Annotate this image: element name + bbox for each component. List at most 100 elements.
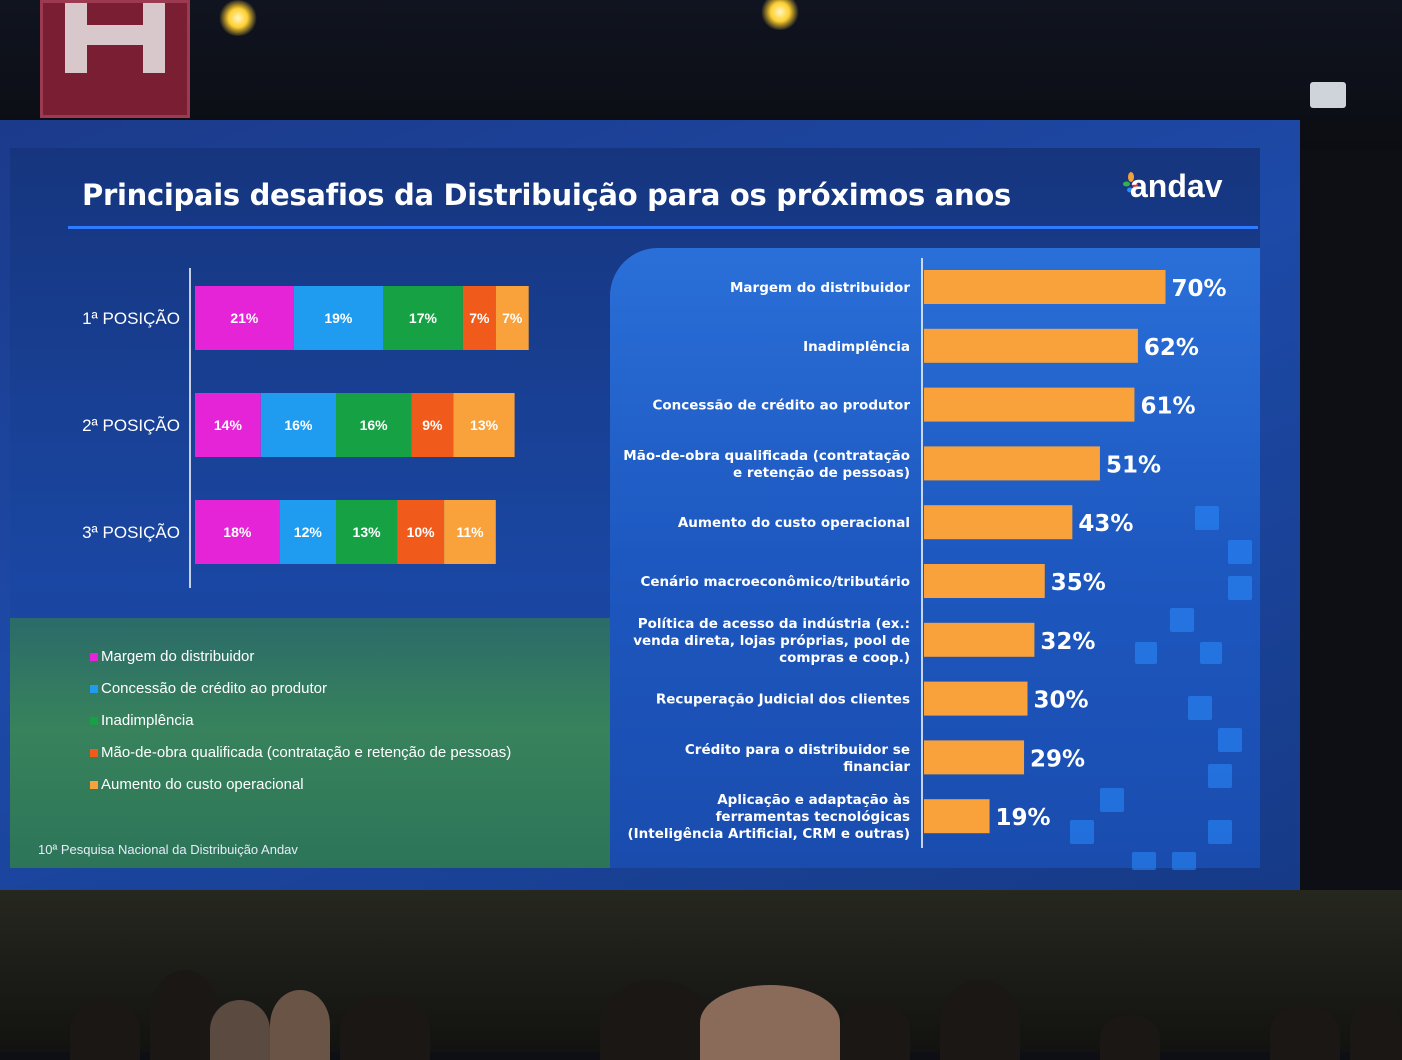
- segment-data-label: 17%: [409, 310, 438, 326]
- andav-leaf-icon: [1123, 172, 1138, 193]
- ranking-bar: [924, 387, 1135, 422]
- audience-head: [940, 980, 1020, 1060]
- segment-data-label: 12%: [294, 524, 323, 540]
- legend-label: Inadimplência: [101, 712, 194, 729]
- stacked-bar-segment: [453, 393, 515, 457]
- ranking-category-label: Aplicação e adaptação às ferramentas tecn…: [627, 792, 910, 842]
- ranking-value-label: 32%: [1040, 629, 1095, 655]
- ranking-category-label: Aumento do custo operacional: [678, 515, 910, 531]
- stacked-bar-segment: [462, 286, 496, 350]
- segment-data-label: 16%: [360, 417, 389, 433]
- projection-screen: Principais desafios da Distribuição para…: [0, 120, 1300, 890]
- stacked-bar-segment: [293, 286, 383, 350]
- ranking-bar: [924, 446, 1100, 481]
- stacked-bar-segment: [383, 286, 463, 350]
- segment-data-label: 18%: [223, 524, 252, 540]
- decor-square: [1172, 852, 1196, 870]
- stacked-bar-segment: [336, 500, 398, 564]
- legend-label: Concessão de crédito ao produtor: [101, 680, 327, 697]
- position-label: 1ª POSIÇÃO: [82, 309, 180, 328]
- decor-square: [1208, 764, 1232, 788]
- decor-square: [1135, 642, 1157, 664]
- audience-head: [1350, 1000, 1402, 1060]
- segment-data-label: 7%: [469, 310, 490, 326]
- ranking-bar: [924, 740, 1025, 775]
- stacked-bar-segment: [411, 393, 454, 457]
- category-label-line: financiar: [843, 759, 910, 775]
- ranking-category-label: Mão-de-obra qualificada (contratação e re…: [623, 448, 910, 481]
- category-label-line: Aumento do custo operacional: [678, 515, 910, 531]
- decor-square: [1218, 728, 1242, 752]
- legend-label: Margem do distribuidor: [101, 648, 255, 665]
- segment-data-label: 10%: [407, 524, 436, 540]
- venue-h-sign: [40, 0, 190, 118]
- ceiling-camera: [1310, 82, 1346, 108]
- category-label-line: Cenário macroeconômico/tributário: [640, 574, 910, 590]
- decor-square: [1188, 696, 1212, 720]
- ranking-category-label: Política de acesso da indústria (ex.: ven…: [633, 616, 910, 666]
- ranking-value-label: 70%: [1172, 276, 1227, 302]
- ranking-bar: [924, 681, 1028, 716]
- ranking-category-label: Margem do distribuidor: [730, 280, 910, 296]
- segment-data-label: 19%: [324, 310, 353, 326]
- category-label-line: (Inteligência Artificial, CRM e outras): [627, 826, 910, 842]
- position-label: 3ª POSIÇÃO: [82, 523, 180, 542]
- stacked-bar-segment: [195, 393, 261, 457]
- stacked-bar-segment: [444, 500, 496, 564]
- audience-head: [700, 985, 840, 1060]
- category-label-line: Política de acesso da indústria (ex.:: [638, 616, 910, 632]
- ranking-value-label: 43%: [1078, 511, 1133, 537]
- ranking-category-label: Inadimplência: [803, 339, 910, 355]
- audience-head: [150, 970, 220, 1060]
- audience-silhouettes: [0, 960, 1402, 1060]
- segment-data-label: 13%: [353, 524, 382, 540]
- legend-swatch: [90, 781, 98, 790]
- legend-swatch: [90, 717, 98, 726]
- audience-head: [600, 980, 710, 1060]
- ranking-bar: [924, 564, 1045, 598]
- ranking-bar: [924, 328, 1138, 363]
- audience-head: [70, 1000, 140, 1060]
- category-label-line: Aplicação e adaptação às: [717, 792, 910, 808]
- decor-square: [1100, 788, 1124, 812]
- decor-square: [1195, 506, 1219, 530]
- title-underline: [68, 168, 1258, 229]
- decor-square: [1132, 852, 1156, 870]
- segment-data-label: 21%: [230, 310, 259, 326]
- legend-item: Inadimplência: [90, 712, 194, 729]
- decor-square: [1228, 576, 1252, 600]
- legend-swatch: [90, 653, 98, 662]
- stacked-bar-segment: [195, 286, 294, 350]
- ranking-value-label: 62%: [1144, 335, 1199, 361]
- decor-square: [1170, 608, 1194, 632]
- decor-square: [1200, 642, 1222, 664]
- crop-field-background: [10, 618, 610, 868]
- ranking-value-label: 30%: [1034, 688, 1089, 714]
- stacked-bar-segment: [336, 393, 412, 457]
- ranking-value-label: 51%: [1106, 452, 1161, 478]
- ranking-value-label: 61%: [1140, 394, 1195, 420]
- category-label-line: Inadimplência: [803, 339, 910, 355]
- ranking-value-label: 29%: [1030, 746, 1085, 772]
- challenges-ranking-chart: 70% Margem do distribuidor 62% Inadimplênci…: [623, 258, 1227, 848]
- stage-light-1: [218, 0, 258, 36]
- ranking-bar: [924, 622, 1035, 657]
- segment-data-label: 7%: [502, 310, 523, 326]
- segment-data-label: 9%: [422, 417, 443, 433]
- segment-data-label: 16%: [284, 417, 313, 433]
- segment-data-label: 11%: [456, 524, 484, 540]
- segment-data-label: 13%: [470, 417, 499, 433]
- stage-light-2: [760, 0, 800, 30]
- audience-head: [270, 990, 330, 1060]
- legend-item: Aumento do custo operacional: [90, 776, 304, 793]
- category-label-line: ferramentas tecnológicas: [716, 809, 910, 825]
- position-label: 2ª POSIÇÃO: [82, 416, 180, 435]
- legend-item: Concessão de crédito ao produtor: [90, 680, 327, 697]
- legend-item: Margem do distribuidor: [90, 648, 254, 665]
- stacked-bar-segment: [260, 393, 336, 457]
- slide-title: Principais desafios da Distribuição para…: [82, 178, 1011, 212]
- decor-square: [1228, 540, 1252, 564]
- category-label-line: e retenção de pessoas): [733, 465, 910, 481]
- slide: Principais desafios da Distribuição para…: [10, 148, 1260, 870]
- legend-swatch: [90, 749, 98, 758]
